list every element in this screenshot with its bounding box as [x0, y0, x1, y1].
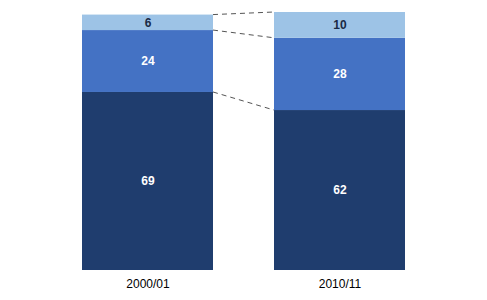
svg-text:2010/11: 2010/11: [319, 277, 362, 291]
svg-text:24: 24: [141, 54, 155, 68]
svg-text:6: 6: [145, 16, 152, 30]
svg-text:10: 10: [333, 18, 347, 32]
svg-text:62: 62: [333, 183, 347, 197]
svg-text:2000/01: 2000/01: [126, 277, 170, 291]
svg-text:69: 69: [141, 174, 155, 188]
svg-text:28: 28: [333, 67, 347, 81]
